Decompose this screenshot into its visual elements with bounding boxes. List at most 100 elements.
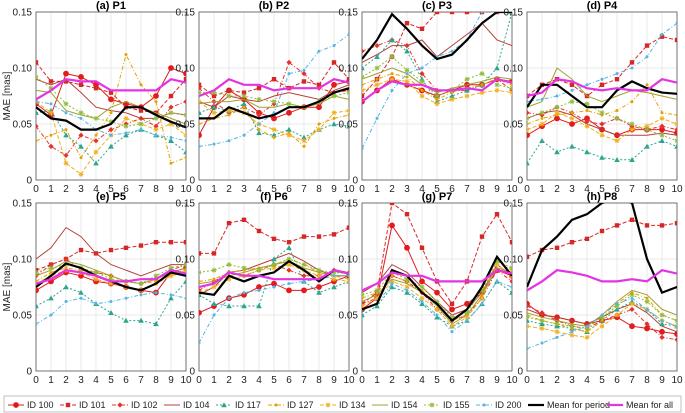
data-point bbox=[36, 269, 39, 275]
legend-marker bbox=[325, 402, 331, 408]
x-tick-label: 8 bbox=[479, 375, 485, 386]
data-point bbox=[168, 273, 174, 279]
data-point bbox=[108, 281, 114, 287]
series-line-id-154 bbox=[36, 89, 186, 125]
panel-title: (c) P3 bbox=[422, 0, 452, 12]
data-point bbox=[316, 284, 322, 290]
data-point bbox=[212, 142, 216, 146]
data-point bbox=[271, 256, 277, 262]
x-tick-label: 7 bbox=[138, 184, 144, 195]
x-tick-label: 7 bbox=[629, 375, 635, 386]
data-point bbox=[286, 245, 292, 250]
data-point bbox=[509, 85, 512, 91]
legend-item-id-155: ID 155 bbox=[424, 400, 470, 410]
data-point bbox=[123, 132, 129, 138]
data-point bbox=[405, 75, 409, 79]
x-tick-label: 9 bbox=[659, 184, 665, 195]
y-tick-label: 0.10 bbox=[339, 255, 359, 266]
data-point bbox=[286, 109, 292, 116]
data-point bbox=[36, 110, 39, 115]
data-point bbox=[674, 121, 677, 127]
x-tick-label: 6 bbox=[286, 375, 292, 386]
series-line-id-155 bbox=[527, 294, 677, 329]
series-group bbox=[199, 217, 349, 345]
series-line-id-155 bbox=[362, 56, 512, 97]
data-point bbox=[287, 72, 291, 76]
data-point bbox=[600, 77, 604, 81]
data-point bbox=[540, 97, 544, 101]
data-point bbox=[555, 335, 559, 339]
data-point bbox=[286, 267, 292, 273]
data-point bbox=[464, 87, 470, 93]
data-point bbox=[585, 109, 589, 113]
data-point bbox=[241, 101, 247, 107]
data-point bbox=[629, 301, 635, 307]
data-point bbox=[271, 265, 277, 271]
data-point bbox=[404, 276, 410, 282]
series-line-id-104 bbox=[527, 110, 677, 136]
data-point bbox=[169, 293, 173, 297]
x-tick-label: 1 bbox=[374, 375, 380, 386]
data-point bbox=[614, 77, 620, 82]
data-point bbox=[510, 285, 512, 289]
data-point bbox=[464, 76, 470, 82]
data-point bbox=[286, 256, 292, 262]
data-point bbox=[362, 65, 365, 71]
data-point bbox=[599, 314, 605, 320]
data-point bbox=[389, 37, 395, 43]
series-line-id-154 bbox=[527, 67, 677, 108]
data-point bbox=[108, 90, 114, 95]
data-point bbox=[183, 149, 186, 155]
x-tick-label: 8 bbox=[316, 375, 322, 386]
data-point bbox=[629, 60, 635, 65]
data-point bbox=[404, 78, 410, 84]
data-point bbox=[183, 112, 186, 118]
data-point bbox=[212, 277, 216, 281]
data-point bbox=[331, 269, 337, 275]
data-point bbox=[539, 121, 545, 127]
data-point bbox=[169, 161, 173, 165]
data-point bbox=[374, 65, 380, 71]
x-tick-label: 0 bbox=[359, 184, 365, 195]
y-tick-label: 0.15 bbox=[176, 8, 196, 19]
x-tick-label: 3 bbox=[569, 184, 575, 195]
panel-title: (g) P7 bbox=[422, 191, 453, 203]
data-point bbox=[509, 278, 512, 284]
data-point bbox=[614, 223, 620, 228]
data-point bbox=[659, 123, 665, 129]
data-point bbox=[199, 82, 202, 87]
x-tick-label: 2 bbox=[63, 375, 69, 386]
data-point bbox=[494, 262, 500, 268]
data-point bbox=[36, 322, 38, 326]
data-point bbox=[420, 300, 424, 304]
data-point bbox=[271, 99, 277, 105]
x-tick-label: 2 bbox=[389, 375, 395, 386]
data-point bbox=[36, 303, 39, 309]
y-tick-label: 0.05 bbox=[339, 311, 359, 322]
series-line-id-117 bbox=[36, 281, 186, 325]
data-point bbox=[660, 319, 664, 323]
legend-marker bbox=[65, 402, 71, 408]
data-point bbox=[659, 115, 665, 121]
data-point bbox=[362, 74, 365, 80]
y-tick-label: 0.05 bbox=[339, 120, 359, 131]
data-point bbox=[108, 119, 114, 125]
x-tick-label: 10 bbox=[180, 184, 192, 195]
data-point bbox=[63, 79, 69, 84]
data-point bbox=[527, 122, 529, 126]
data-point bbox=[404, 284, 410, 290]
y-tick-label: 0.15 bbox=[176, 199, 196, 210]
data-point bbox=[362, 147, 364, 151]
data-point bbox=[644, 299, 650, 305]
x-tick-label: 10 bbox=[343, 184, 355, 195]
data-point bbox=[331, 121, 337, 127]
data-point bbox=[464, 12, 470, 15]
data-point bbox=[495, 279, 499, 283]
data-point bbox=[527, 317, 530, 323]
series-line-mean-for-period bbox=[199, 259, 349, 296]
series-group bbox=[527, 21, 677, 166]
legend-marker bbox=[117, 402, 123, 408]
y-tick-label: 0.10 bbox=[339, 64, 359, 75]
data-point bbox=[257, 128, 261, 132]
